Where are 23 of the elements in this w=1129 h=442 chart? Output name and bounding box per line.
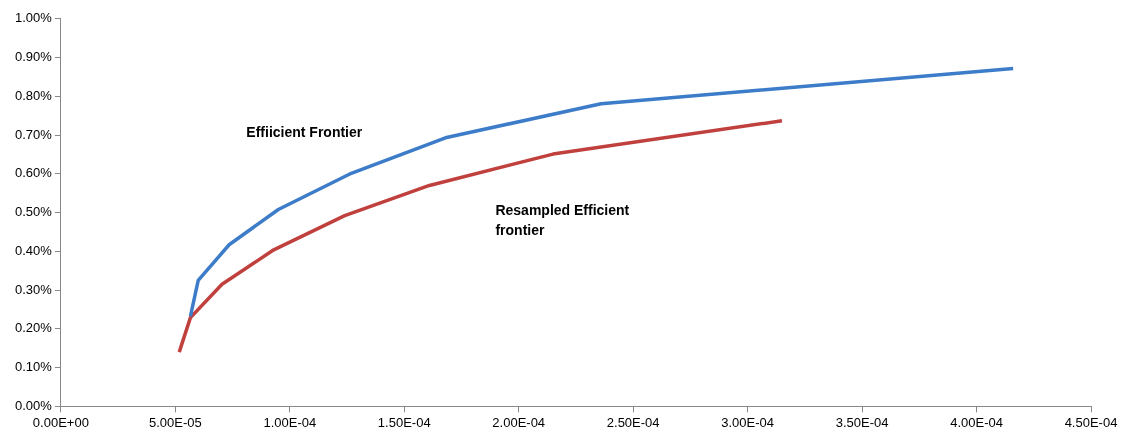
x-tick-label: 3.00E-04 bbox=[721, 414, 774, 430]
x-tick-label: 4.50E-04 bbox=[1064, 414, 1118, 430]
y-tick-label: 0.10% bbox=[14, 359, 53, 375]
y-tick-label: 0.60% bbox=[14, 165, 53, 181]
y-tick-label: 0.40% bbox=[14, 242, 53, 258]
x-tick-label: 2.50E-04 bbox=[606, 414, 660, 430]
y-tick-label: 0.30% bbox=[14, 281, 53, 297]
x-tick-label: 2.00E-04 bbox=[492, 414, 546, 430]
y-tick-label: 0.90% bbox=[14, 49, 53, 65]
y-tick-label: 0.50% bbox=[14, 204, 53, 220]
y-tick-label: 0.00% bbox=[14, 397, 53, 413]
x-tick-label: 0.00E+00 bbox=[32, 414, 89, 430]
text: Resampled Efficient frontier bbox=[495, 202, 630, 239]
series-label: Effiicient Frontier bbox=[246, 124, 363, 141]
y-tick-label: 0.70% bbox=[14, 126, 53, 142]
x-tick-label: 5.00E-05 bbox=[148, 414, 202, 430]
x-tick-label: 4.00E-04 bbox=[950, 414, 1003, 430]
y-tick-label: 0.20% bbox=[14, 320, 53, 336]
y-tick-label: 0.80% bbox=[14, 87, 53, 103]
x-tick-label: 1.00E-04 bbox=[263, 414, 317, 430]
y-tick-label: 1.00% bbox=[14, 10, 53, 26]
x-tick-label: 3.50E-04 bbox=[835, 414, 889, 430]
x-tick-label: 1.50E-04 bbox=[377, 414, 431, 430]
